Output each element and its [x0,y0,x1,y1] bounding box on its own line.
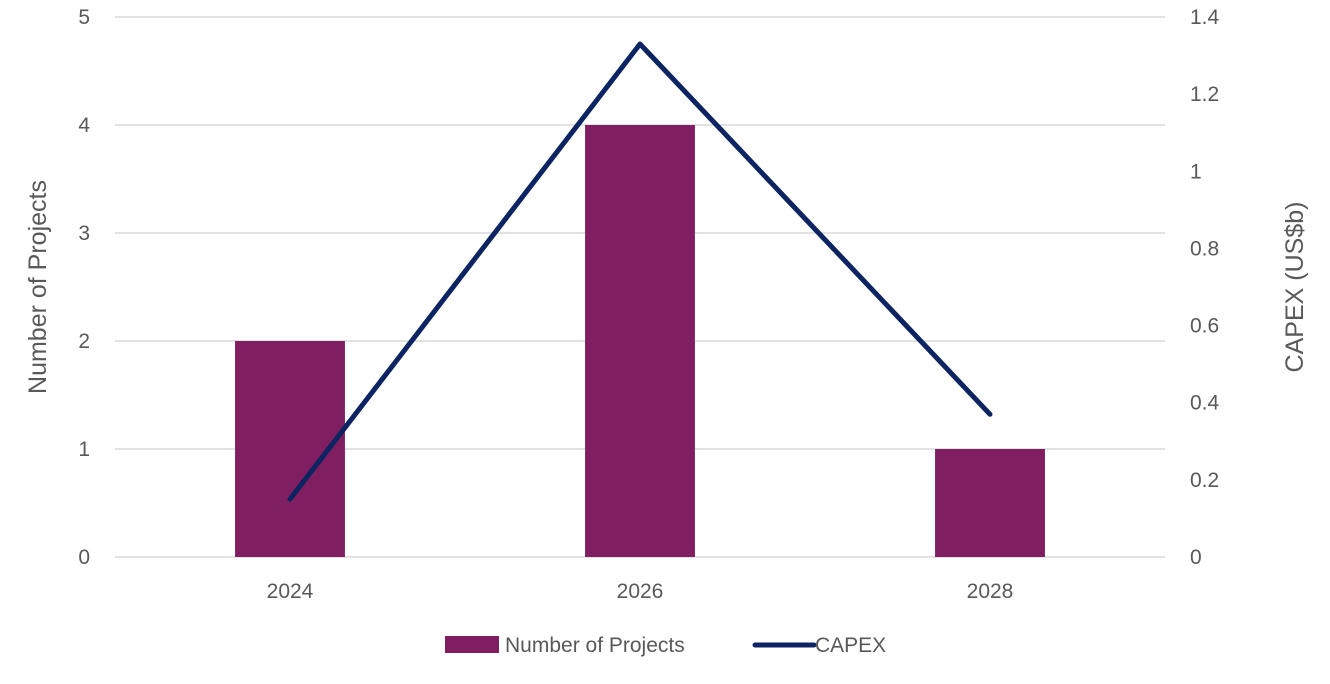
bar-2026 [585,125,695,557]
line-series [287,41,993,502]
right-tick-label: 0.4 [1190,392,1220,415]
left-axis-title: Number of Projects [24,180,52,394]
right-tick-label: 1 [1190,160,1202,183]
right-tick-label: 0.8 [1190,237,1219,260]
x-axis-ticks: 2024 2026 2028 [267,580,1014,603]
left-tick-label: 1 [78,438,90,461]
legend: Number of Projects CAPEX [445,634,886,657]
right-axis-title: CAPEX (US$b) [1281,202,1309,373]
right-axis-ticks: 0 0.2 0.4 0.6 0.8 1 1.2 1.4 [1190,6,1220,569]
left-tick-label: 2 [78,330,90,353]
legend-swatch-number-of-projects [445,636,499,653]
legend-label-capex: CAPEX [815,634,886,657]
left-tick-label: 4 [78,114,90,137]
left-tick-label: 5 [78,6,90,29]
x-tick-label: 2024 [267,580,314,603]
right-tick-label: 0.2 [1190,469,1219,492]
x-tick-label: 2026 [617,580,664,603]
right-tick-label: 1.4 [1190,6,1220,29]
right-tick-label: 0 [1190,546,1202,569]
x-tick-label: 2028 [967,580,1014,603]
left-tick-label: 3 [78,222,90,245]
right-tick-label: 1.2 [1190,83,1219,106]
left-axis-ticks: 0 1 2 3 4 5 [78,6,90,569]
legend-label-number-of-projects: Number of Projects [505,634,685,657]
right-tick-label: 0.6 [1190,315,1219,338]
left-tick-label: 0 [78,546,90,569]
bar-2028 [935,449,1045,557]
